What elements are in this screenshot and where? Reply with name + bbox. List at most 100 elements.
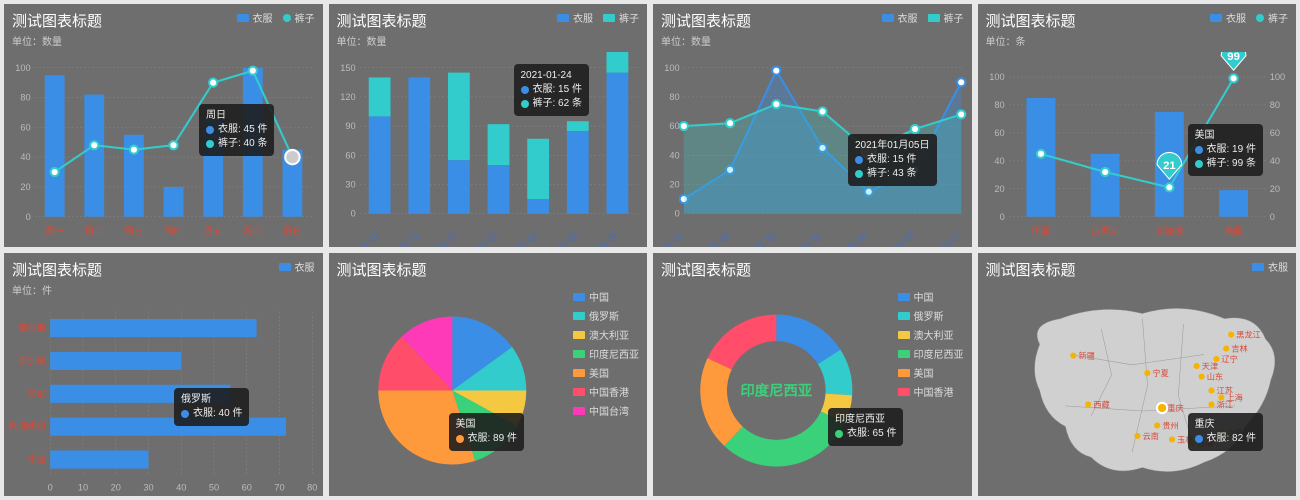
legend-item[interactable]: 中国香港 <box>898 384 964 399</box>
legend: 中国俄罗斯澳大利亚印度尼西亚美国中国香港 <box>898 289 964 403</box>
legend-clothes[interactable]: 衣服 <box>279 259 315 274</box>
svg-text:100: 100 <box>664 63 679 73</box>
svg-text:100: 100 <box>15 63 30 73</box>
svg-text:01.01: 01.01 <box>661 230 685 247</box>
svg-text:新疆: 新疆 <box>1078 351 1094 361</box>
chart-title: 测试图表标题 <box>329 253 648 282</box>
svg-text:01.26: 01.26 <box>594 230 618 247</box>
panel-pie: 测试图表标题 中国俄罗斯澳大利亚印度尼西亚美国中国香港中国台湾 美国衣服: 89… <box>329 253 648 496</box>
legend-item[interactable]: 美国 <box>898 365 964 380</box>
svg-text:黑龙江: 黑龙江 <box>1236 330 1261 340</box>
chart-area[interactable]: 新疆黑龙江吉林辽宁宁夏天津山东江苏上海浙江西藏重庆贵州云南玉林香港台湾 <box>978 282 1297 496</box>
chart-area[interactable]: 01020304050607080俄罗斯新加坡印尼欧洲组织中国 <box>4 301 323 496</box>
svg-text:90: 90 <box>345 121 355 131</box>
legend-pants[interactable]: 裤子 <box>603 10 639 25</box>
svg-text:周五: 周五 <box>204 226 222 236</box>
svg-text:山东: 山东 <box>1206 372 1222 382</box>
svg-text:01.04: 01.04 <box>800 230 824 247</box>
svg-text:辽宁: 辽宁 <box>1221 354 1237 364</box>
unit-label: 单位：数量 <box>653 33 972 52</box>
svg-text:01.21: 01.21 <box>396 230 420 247</box>
panel-area-line: 测试图表标题 衣服 裤子 单位：数量 02040608010001.0101.0… <box>653 4 972 247</box>
legend-item[interactable]: 中国 <box>898 289 964 304</box>
svg-text:100: 100 <box>1269 72 1284 82</box>
svg-text:美国: 美国 <box>1224 225 1242 236</box>
svg-text:0: 0 <box>999 212 1004 222</box>
svg-text:俄罗斯: 俄罗斯 <box>1091 225 1119 236</box>
svg-text:40: 40 <box>994 156 1004 166</box>
svg-text:80: 80 <box>307 482 317 492</box>
chart-area[interactable]: 020406080100周一周二周三周四周五周六周日 <box>4 52 323 247</box>
svg-text:周日: 周日 <box>283 226 301 236</box>
chart-area[interactable]: 030609012015001.2001.2101.2201.2301.2401… <box>329 52 648 247</box>
svg-text:周二: 周二 <box>85 226 103 236</box>
chart-area[interactable]: 02040608010001.0101.0201.0301.0401.0501.… <box>653 52 972 247</box>
svg-text:印尼: 印尼 <box>28 388 46 399</box>
legend-pants[interactable]: 裤子 <box>928 10 964 25</box>
svg-text:150: 150 <box>340 63 355 73</box>
svg-text:20: 20 <box>111 482 121 492</box>
svg-text:30: 30 <box>345 180 355 190</box>
svg-text:20: 20 <box>20 182 30 192</box>
unit-label: 单位：条 <box>978 33 1297 52</box>
unit-label: 单位：数量 <box>4 33 323 52</box>
legend-item[interactable]: 中国香港 <box>573 384 639 399</box>
svg-text:0: 0 <box>350 209 355 219</box>
legend-item[interactable]: 俄罗斯 <box>573 308 639 323</box>
legend-pants[interactable]: 裤子 <box>283 10 315 25</box>
svg-text:01.06: 01.06 <box>892 230 916 247</box>
svg-text:40: 40 <box>1269 156 1279 166</box>
svg-text:印度尼西亚: 印度尼西亚 <box>740 382 812 400</box>
unit-label: 单位：件 <box>4 282 323 301</box>
legend-item[interactable]: 澳大利亚 <box>898 327 964 342</box>
svg-text:俄罗斯: 俄罗斯 <box>18 322 46 333</box>
svg-text:宁夏: 宁夏 <box>1152 368 1168 378</box>
svg-text:70: 70 <box>274 482 284 492</box>
svg-text:周四: 周四 <box>164 226 182 236</box>
chart-area[interactable]: 0020204040606080801001002199中国俄罗斯新加坡美国 <box>978 52 1297 247</box>
svg-text:40: 40 <box>176 482 186 492</box>
svg-text:浙江: 浙江 <box>1216 400 1232 410</box>
panel-bar-line-1: 测试图表标题 衣服 裤子 单位：数量 020406080100周一周二周三周四周… <box>4 4 323 247</box>
legend-item[interactable]: 美国 <box>573 365 639 380</box>
legend: 衣服 裤子 <box>557 10 639 25</box>
chart-title: 测试图表标题 <box>978 253 1297 282</box>
svg-text:01.07: 01.07 <box>938 230 962 247</box>
legend-clothes[interactable]: 衣服 <box>882 10 918 25</box>
svg-text:60: 60 <box>242 482 252 492</box>
svg-text:01.20: 01.20 <box>356 230 380 247</box>
svg-text:天津: 天津 <box>1201 361 1217 371</box>
svg-text:10: 10 <box>78 482 88 492</box>
legend-clothes[interactable]: 衣服 <box>237 10 273 25</box>
panel-stacked-bar: 测试图表标题 衣服 裤子 单位：数量 030609012015001.2001.… <box>329 4 648 247</box>
legend-item[interactable]: 印度尼西亚 <box>573 346 639 361</box>
legend-pants[interactable]: 裤子 <box>1256 10 1288 25</box>
legend-clothes[interactable]: 衣服 <box>1210 10 1246 25</box>
svg-text:周六: 周六 <box>244 225 262 236</box>
svg-text:重庆: 重庆 <box>1167 403 1183 413</box>
svg-text:新加坡: 新加坡 <box>18 355 46 366</box>
svg-text:0: 0 <box>26 212 31 222</box>
svg-text:30: 30 <box>143 482 153 492</box>
legend-item[interactable]: 俄罗斯 <box>898 308 964 323</box>
svg-text:99: 99 <box>1227 52 1240 63</box>
svg-text:01.02: 01.02 <box>707 230 731 247</box>
svg-text:欧洲组织: 欧洲组织 <box>9 421 46 432</box>
legend-clothes[interactable]: 衣服 <box>1252 259 1288 274</box>
chart-title: 测试图表标题 <box>653 253 972 282</box>
panel-map: 测试图表标题 衣服 新疆黑龙江吉林辽宁宁夏天津山东江苏上海浙江西藏重庆贵州云南玉… <box>978 253 1297 496</box>
panel-donut: 测试图表标题 印度尼西亚 中国俄罗斯澳大利亚印度尼西亚美国中国香港 印度尼西亚衣… <box>653 253 972 496</box>
legend-item[interactable]: 中国台湾 <box>573 403 639 418</box>
legend-item[interactable]: 中国 <box>573 289 639 304</box>
legend-clothes[interactable]: 衣服 <box>557 10 593 25</box>
svg-text:新加坡: 新加坡 <box>1155 225 1183 236</box>
svg-text:云南: 云南 <box>1142 431 1158 441</box>
legend-item[interactable]: 澳大利亚 <box>573 327 639 342</box>
svg-text:60: 60 <box>1269 128 1279 138</box>
chart-title: 测试图表标题 <box>4 253 323 282</box>
svg-text:80: 80 <box>994 100 1004 110</box>
svg-text:周三: 周三 <box>125 226 143 236</box>
unit-label: 单位：数量 <box>329 33 648 52</box>
svg-text:0: 0 <box>48 482 53 492</box>
legend-item[interactable]: 印度尼西亚 <box>898 346 964 361</box>
